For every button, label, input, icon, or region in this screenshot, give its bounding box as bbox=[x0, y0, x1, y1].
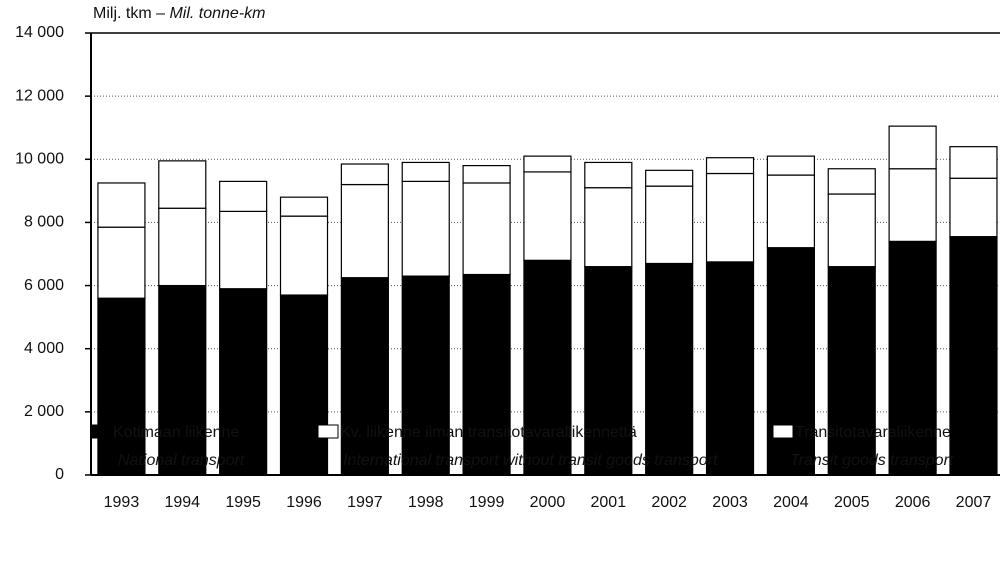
x-tick-label: 2001 bbox=[591, 494, 627, 511]
bar-segment bbox=[158, 207, 207, 287]
bar-segment bbox=[279, 196, 329, 217]
bar-segment bbox=[705, 157, 755, 175]
legend-label-en: International transport without transit … bbox=[343, 452, 718, 469]
y-tick-label: 10 000 bbox=[15, 151, 64, 168]
bar-segment bbox=[949, 146, 998, 179]
x-tick-label: 1996 bbox=[286, 494, 322, 511]
bar-segment bbox=[401, 161, 450, 182]
legend-swatch bbox=[317, 424, 339, 439]
y-label-en: Mil. tonne-km bbox=[169, 5, 265, 22]
x-tick-label: 2000 bbox=[530, 494, 566, 511]
y-tick-label: 4 000 bbox=[24, 340, 64, 357]
bar-segment bbox=[949, 236, 998, 476]
bar-segment bbox=[523, 259, 572, 476]
legend-label-en: National transport bbox=[118, 452, 245, 469]
y-tick-label: 6 000 bbox=[24, 277, 64, 294]
x-tick-label: 2005 bbox=[834, 494, 870, 511]
bar-segment bbox=[462, 273, 511, 476]
x-tick-label: 1993 bbox=[104, 494, 140, 511]
bar-segment bbox=[279, 294, 329, 476]
x-tick-label: 1995 bbox=[225, 494, 261, 511]
bar-segment bbox=[219, 288, 268, 476]
y-tick-label: 0 bbox=[55, 466, 64, 483]
x-tick-label: 1997 bbox=[347, 494, 383, 511]
bar-segment bbox=[827, 193, 876, 268]
bar-segment bbox=[97, 297, 146, 476]
y-label: Milj. tkm – Mil. tonne-km bbox=[93, 5, 265, 22]
bar-segment bbox=[645, 169, 694, 187]
bar-segment bbox=[705, 172, 755, 263]
y-tick-label: 8 000 bbox=[24, 214, 64, 231]
legend-label: Kotimaan liikenne bbox=[113, 424, 239, 441]
legend-swatch bbox=[90, 424, 112, 439]
bar-segment bbox=[584, 266, 633, 476]
x-tick-label: 1994 bbox=[164, 494, 200, 511]
x-tick-label: 2003 bbox=[712, 494, 748, 511]
x-tick-label: 1998 bbox=[408, 494, 444, 511]
x-tick-label: 2002 bbox=[651, 494, 687, 511]
bar-segment bbox=[462, 165, 511, 184]
bar-segment bbox=[766, 174, 815, 249]
x-tick-label: 2007 bbox=[956, 494, 992, 511]
bar-segment bbox=[97, 182, 146, 228]
x-tick-label: 2004 bbox=[773, 494, 809, 511]
bar-segment bbox=[827, 168, 876, 195]
y-label-fi: Milj. tkm – bbox=[93, 5, 165, 22]
bar-segment bbox=[97, 226, 146, 299]
bar-segment bbox=[279, 215, 329, 296]
bar-segment bbox=[158, 160, 207, 209]
y-tick-label: 12 000 bbox=[15, 87, 64, 104]
bar-segment bbox=[949, 177, 998, 238]
bar-segment bbox=[401, 275, 450, 476]
bar-segment bbox=[462, 182, 511, 276]
bar-segment bbox=[827, 266, 876, 476]
bar-segment bbox=[158, 284, 207, 476]
bar-segment bbox=[888, 125, 937, 170]
bar-segment bbox=[401, 180, 450, 277]
bar-segment bbox=[340, 277, 389, 476]
x-tick-label: 1999 bbox=[469, 494, 505, 511]
bar-segment bbox=[523, 155, 572, 173]
y-tick-label: 2 000 bbox=[24, 403, 64, 420]
bar-segment bbox=[340, 183, 389, 279]
bar-segment bbox=[645, 185, 694, 265]
bar-segment bbox=[584, 161, 633, 189]
bar-segment bbox=[219, 210, 268, 290]
bar-segment bbox=[340, 163, 389, 186]
bar-segment bbox=[584, 187, 633, 268]
bar-segment bbox=[888, 168, 937, 242]
legend-label-en: Transit goods transport bbox=[790, 452, 954, 469]
bar-segment bbox=[766, 155, 815, 176]
bar-segment bbox=[705, 261, 755, 476]
legend-swatch bbox=[772, 424, 794, 439]
bar-segment bbox=[523, 171, 572, 261]
x-tick-label: 2006 bbox=[895, 494, 931, 511]
bar-segment bbox=[219, 180, 268, 212]
y-tick-label: 14 000 bbox=[15, 24, 64, 41]
bar-segment bbox=[645, 262, 694, 476]
legend-label: Transitotavaraliikenne bbox=[795, 424, 951, 441]
legend-label: Kv. liikenne ilman transitotavaraliikenn… bbox=[340, 424, 637, 441]
